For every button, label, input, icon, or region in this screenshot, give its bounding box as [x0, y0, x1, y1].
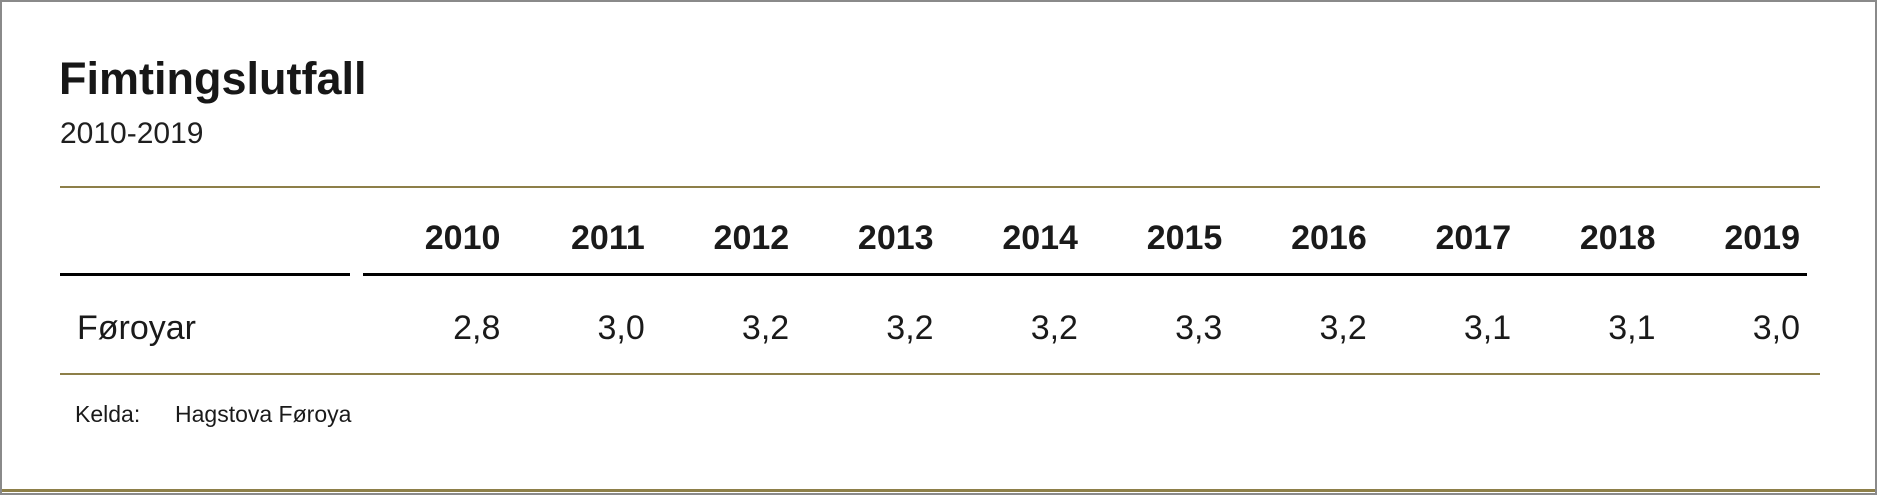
year-column-header-2014: 2014: [940, 218, 1085, 276]
year-column-header-2012: 2012: [651, 218, 797, 276]
source-row: Kelda: Hagstova Føroya: [75, 400, 351, 430]
value-cell-2017: 3,1: [1463, 308, 1512, 347]
value-cell-2011: 3,0: [597, 308, 645, 347]
year-column-header-2016: 2016: [1229, 218, 1374, 276]
year-column-header-2013: 2013: [796, 218, 941, 276]
row-label-header: [60, 218, 350, 276]
data-table: 2010 2011 2012 2013 2014 2015 2016 2017 2018 2019…: [60, 218, 1807, 349]
year-column-header-2019: 2019: [1662, 218, 1807, 276]
value-cell-2013: 3,2: [886, 308, 934, 347]
value-cell-2019: 3,0: [1752, 308, 1800, 347]
year-column-header-2018: 2018: [1518, 218, 1663, 276]
table-row: Føroyar 2,8 3,0 3,2 3,2 3,2 3,3 3,2 3,1 3,1 3,0: [60, 274, 1807, 348]
year-column-header-2010: 2010: [363, 218, 508, 276]
table-body: Føroyar 2,8 3,0 3,2 3,2 3,2 3,3 3,2 3,1 3,1 3,0: [60, 274, 1807, 348]
value-cell-2010: 2,8: [453, 308, 501, 347]
page-bottom-bar: [2, 489, 1875, 492]
source-label: Kelda:: [75, 401, 141, 427]
value-cell-2015: 3,3: [1175, 308, 1223, 347]
year-column-header-2017: 2017: [1373, 218, 1519, 276]
header-underline-gap: [350, 218, 363, 274]
page-subtitle: 2010-2019: [60, 117, 204, 150]
table-header-row: 2010 2011 2012 2013 2014 2015 2016 2017 2018 2019: [60, 218, 1807, 276]
value-cell-2016: 3,2: [1319, 308, 1367, 347]
top-accent-rule: [60, 186, 1820, 188]
year-column-header-2011: 2011: [507, 218, 652, 276]
year-column-header-2015: 2015: [1084, 218, 1230, 276]
source-value: Hagstova Føroya: [175, 401, 352, 427]
value-cell-2012: 3,2: [741, 308, 790, 347]
value-cell-2014: 3,2: [1030, 308, 1078, 347]
row-gap-cell: [350, 274, 363, 348]
value-cell-2018: 3,1: [1608, 308, 1656, 347]
page-title: Fimtingslutfall: [59, 53, 367, 104]
bottom-accent-rule: [60, 373, 1820, 375]
row-label: Føroyar: [77, 308, 196, 347]
